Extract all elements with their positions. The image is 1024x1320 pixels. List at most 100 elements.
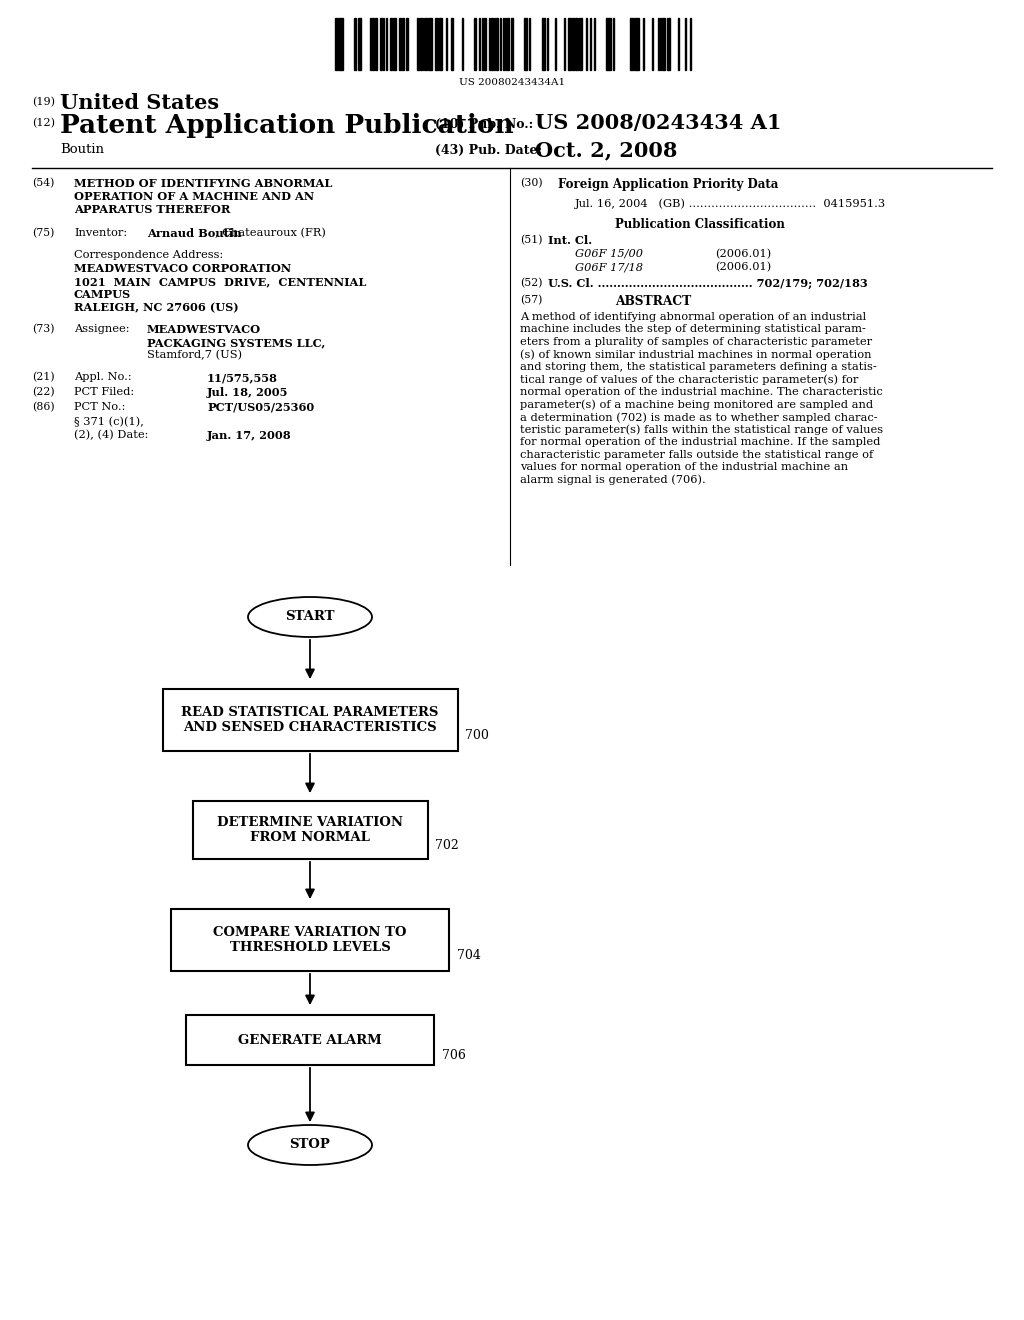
Bar — [524, 18, 527, 70]
Text: GENERATE ALARM: GENERATE ALARM — [239, 1034, 382, 1047]
Text: (57): (57) — [520, 294, 543, 305]
Text: Assignee:: Assignee: — [74, 323, 129, 334]
Text: MEADWESTVACO: MEADWESTVACO — [147, 323, 261, 335]
Text: Foreign Application Priority Data: Foreign Application Priority Data — [558, 178, 778, 191]
Bar — [579, 18, 582, 70]
Text: 702: 702 — [435, 840, 459, 851]
Text: 706: 706 — [442, 1049, 466, 1063]
Text: eters from a plurality of samples of characteristic parameter: eters from a plurality of samples of cha… — [520, 337, 872, 347]
Text: (54): (54) — [32, 178, 54, 189]
Text: 1021  MAIN  CAMPUS  DRIVE,  CENTENNIAL: 1021 MAIN CAMPUS DRIVE, CENTENNIAL — [74, 276, 367, 286]
Text: machine includes the step of determining statistical param-: machine includes the step of determining… — [520, 325, 866, 334]
Bar — [420, 18, 422, 70]
Bar — [490, 18, 493, 70]
Text: and storing them, the statistical parameters defining a statis-: and storing them, the statistical parame… — [520, 362, 877, 372]
Text: Int. Cl.: Int. Cl. — [548, 235, 592, 246]
Bar — [474, 18, 476, 70]
Text: (19): (19) — [32, 96, 55, 107]
Bar — [335, 18, 337, 70]
Text: PCT/US05/25360: PCT/US05/25360 — [207, 403, 314, 413]
Text: Boutin: Boutin — [60, 143, 104, 156]
Bar — [380, 18, 382, 70]
Bar — [375, 18, 377, 70]
Text: START: START — [286, 610, 335, 623]
Text: Oct. 2, 2008: Oct. 2, 2008 — [535, 140, 677, 160]
Text: (86): (86) — [32, 403, 54, 412]
Bar — [406, 18, 408, 70]
FancyBboxPatch shape — [186, 1015, 434, 1065]
Text: 11/575,558: 11/575,558 — [207, 372, 278, 383]
Text: Jul. 16, 2004   (GB) ..................................  0415951.3: Jul. 16, 2004 (GB) .....................… — [575, 198, 886, 209]
Text: MEADWESTVACO CORPORATION: MEADWESTVACO CORPORATION — [74, 263, 291, 275]
Text: (2006.01): (2006.01) — [715, 261, 771, 272]
Text: 700: 700 — [466, 729, 489, 742]
Bar — [393, 18, 396, 70]
Bar — [630, 18, 633, 70]
Text: (10) Pub. No.:: (10) Pub. No.: — [435, 117, 534, 131]
Bar — [496, 18, 498, 70]
Text: G06F 17/18: G06F 17/18 — [575, 261, 643, 272]
Text: values for normal operation of the industrial machine an: values for normal operation of the indus… — [520, 462, 848, 473]
Bar — [575, 18, 578, 70]
Text: (75): (75) — [32, 228, 54, 239]
Bar — [667, 18, 670, 70]
Bar — [435, 18, 438, 70]
Text: 704: 704 — [457, 949, 481, 962]
Text: (s) of known similar industrial machines in normal operation: (s) of known similar industrial machines… — [520, 350, 871, 360]
Text: Patent Application Publication: Patent Application Publication — [60, 114, 514, 139]
Bar — [358, 18, 361, 70]
Text: RALEIGH, NC 27606 (US): RALEIGH, NC 27606 (US) — [74, 302, 239, 313]
Ellipse shape — [248, 597, 372, 638]
Text: G06F 15/00: G06F 15/00 — [575, 249, 643, 259]
FancyBboxPatch shape — [163, 689, 458, 751]
Bar — [606, 18, 611, 70]
Text: U.S. Cl. ........................................ 702/179; 702/183: U.S. Cl. ...............................… — [548, 279, 867, 289]
FancyBboxPatch shape — [193, 801, 427, 859]
Text: normal operation of the industrial machine. The characteristic: normal operation of the industrial machi… — [520, 387, 883, 397]
Bar — [662, 18, 665, 70]
Text: tical range of values of the characteristic parameter(s) for: tical range of values of the characteris… — [520, 375, 858, 385]
Bar — [372, 18, 374, 70]
Text: US 2008/0243434 A1: US 2008/0243434 A1 — [535, 114, 781, 133]
Bar — [390, 18, 392, 70]
Bar — [507, 18, 509, 70]
Text: Correspondence Address:: Correspondence Address: — [74, 249, 223, 260]
Bar — [354, 18, 356, 70]
Text: (2), (4) Date:: (2), (4) Date: — [74, 430, 148, 441]
Bar — [402, 18, 404, 70]
Text: (12): (12) — [32, 117, 55, 128]
Text: PACKAGING SYSTEMS LLC,: PACKAGING SYSTEMS LLC, — [147, 337, 326, 348]
Text: alarm signal is generated (706).: alarm signal is generated (706). — [520, 474, 706, 484]
Bar — [417, 18, 419, 70]
Text: United States: United States — [60, 92, 219, 114]
Ellipse shape — [248, 1125, 372, 1166]
Text: (73): (73) — [32, 323, 54, 334]
Bar — [399, 18, 401, 70]
Text: DETERMINE VARIATION
FROM NORMAL: DETERMINE VARIATION FROM NORMAL — [217, 816, 403, 843]
Text: Jul. 18, 2005: Jul. 18, 2005 — [207, 387, 289, 399]
Bar — [451, 18, 453, 70]
Bar — [511, 18, 513, 70]
Text: (43) Pub. Date:: (43) Pub. Date: — [435, 144, 542, 157]
Text: (2006.01): (2006.01) — [715, 249, 771, 259]
Bar — [542, 18, 545, 70]
Text: (30): (30) — [520, 178, 543, 189]
Bar — [634, 18, 639, 70]
Text: § 371 (c)(1),: § 371 (c)(1), — [74, 417, 144, 428]
Text: a determination (702) is made as to whether sampled charac-: a determination (702) is made as to whet… — [520, 412, 878, 422]
Text: A method of identifying abnormal operation of an industrial: A method of identifying abnormal operati… — [520, 312, 866, 322]
Text: teristic parameter(s) falls within the statistical range of values: teristic parameter(s) falls within the s… — [520, 425, 883, 436]
Text: characteristic parameter falls outside the statistical range of: characteristic parameter falls outside t… — [520, 450, 873, 459]
Text: METHOD OF IDENTIFYING ABNORMAL: METHOD OF IDENTIFYING ABNORMAL — [74, 178, 333, 189]
Text: Jan. 17, 2008: Jan. 17, 2008 — [207, 430, 292, 441]
Bar — [568, 18, 571, 70]
Text: COMPARE VARIATION TO
THRESHOLD LEVELS: COMPARE VARIATION TO THRESHOLD LEVELS — [213, 927, 407, 954]
Text: (52): (52) — [520, 279, 543, 288]
Bar — [572, 18, 574, 70]
Bar — [428, 18, 432, 70]
Text: PCT Filed:: PCT Filed: — [74, 387, 134, 397]
Text: ABSTRACT: ABSTRACT — [615, 294, 691, 308]
Bar — [484, 18, 486, 70]
Text: Inventor:: Inventor: — [74, 228, 127, 238]
Text: Publication Classification: Publication Classification — [615, 218, 784, 231]
